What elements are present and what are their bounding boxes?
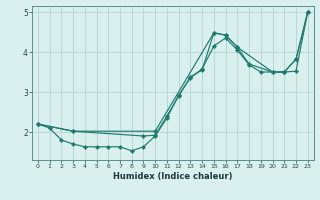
- X-axis label: Humidex (Indice chaleur): Humidex (Indice chaleur): [113, 172, 233, 181]
